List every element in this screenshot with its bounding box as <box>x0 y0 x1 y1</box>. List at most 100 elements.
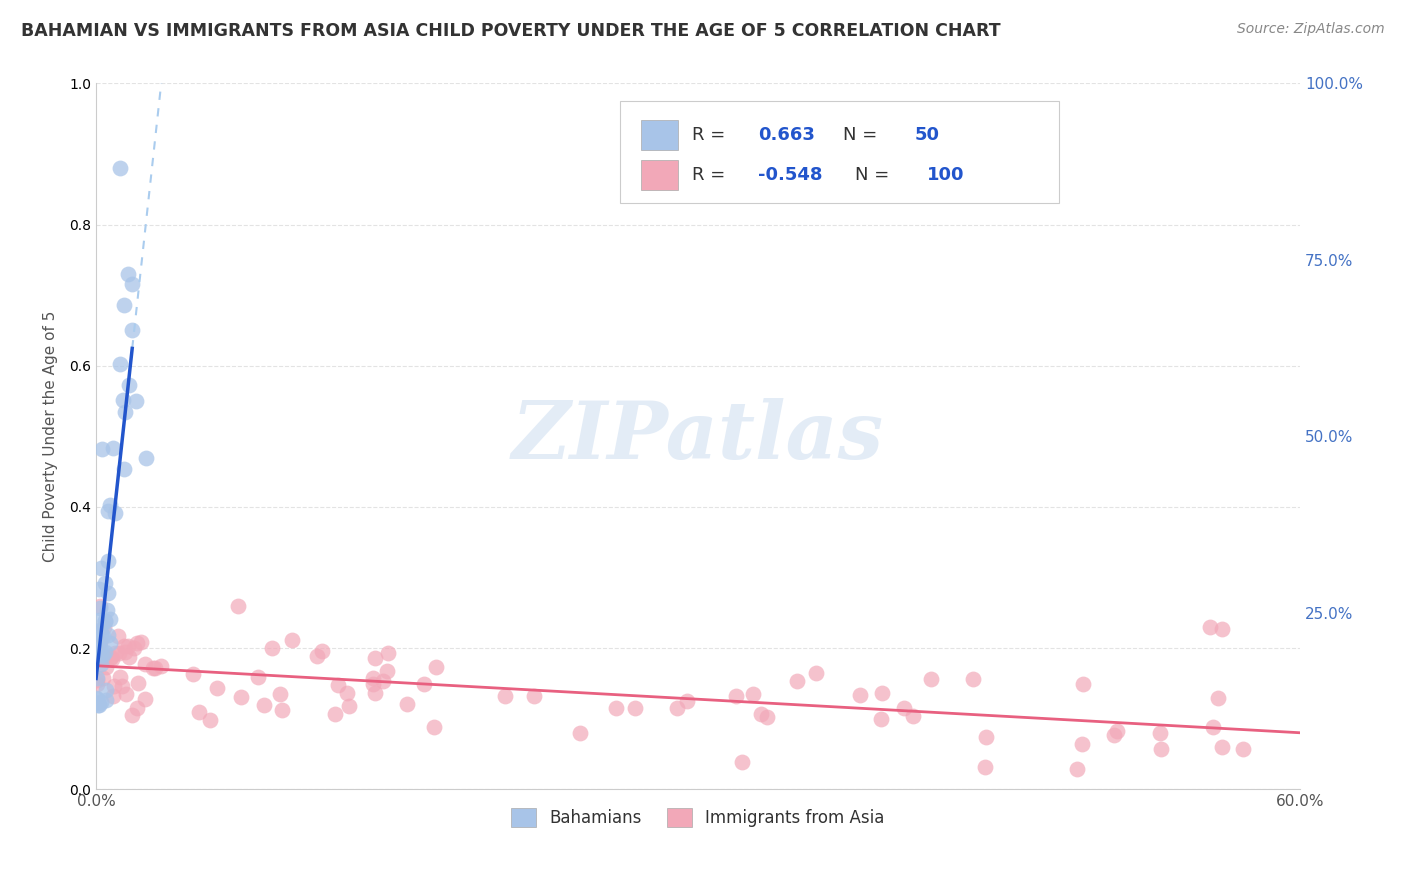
Point <box>373 673 395 688</box>
Point <box>111 392 134 407</box>
Point <box>86 671 108 685</box>
Point <box>125 700 148 714</box>
Point <box>98 651 121 665</box>
Point <box>103 441 125 455</box>
Point <box>377 646 399 660</box>
Point <box>143 660 166 674</box>
Point <box>87 613 110 627</box>
Point <box>962 672 984 686</box>
Point <box>89 600 111 615</box>
Point <box>86 677 108 691</box>
Point <box>231 690 253 705</box>
Point <box>112 461 135 475</box>
Point <box>396 697 419 711</box>
Point <box>893 700 915 714</box>
Point <box>1211 739 1233 754</box>
Point <box>98 611 121 625</box>
Point <box>135 450 157 465</box>
Point <box>253 698 276 712</box>
Point <box>901 708 924 723</box>
Point <box>522 689 544 703</box>
Point <box>90 695 112 709</box>
Point <box>804 665 827 680</box>
Point <box>270 703 292 717</box>
Text: 50: 50 <box>915 126 939 144</box>
Point <box>94 683 117 698</box>
Point <box>142 661 165 675</box>
Point <box>730 755 752 769</box>
Point <box>328 678 350 692</box>
Point <box>311 644 333 658</box>
Point <box>323 707 346 722</box>
Text: Source: ZipAtlas.com: Source: ZipAtlas.com <box>1237 22 1385 37</box>
Text: ZIPatlas: ZIPatlas <box>512 398 884 475</box>
Point <box>93 615 115 629</box>
Point <box>361 671 384 685</box>
Point <box>94 659 117 673</box>
Point <box>117 639 139 653</box>
Point <box>127 676 149 690</box>
Point <box>870 713 893 727</box>
Point <box>125 636 148 650</box>
Point <box>974 760 997 774</box>
Point <box>91 648 114 663</box>
Point <box>307 649 329 664</box>
Text: 0.663: 0.663 <box>758 126 815 144</box>
Point <box>974 730 997 744</box>
Point <box>107 647 129 661</box>
Point <box>118 377 141 392</box>
Point <box>104 507 127 521</box>
Point <box>666 700 689 714</box>
Point <box>134 691 156 706</box>
Point <box>423 720 446 734</box>
Point <box>90 657 112 672</box>
Point <box>111 679 134 693</box>
Point <box>86 639 108 653</box>
FancyBboxPatch shape <box>641 161 678 190</box>
Point <box>280 633 302 648</box>
Y-axis label: Child Poverty Under the Age of 5: Child Poverty Under the Age of 5 <box>44 310 58 562</box>
Point <box>676 694 699 708</box>
Point <box>262 640 284 655</box>
Point <box>121 707 143 722</box>
Point <box>93 620 115 634</box>
Point <box>91 629 114 643</box>
Point <box>114 687 136 701</box>
Point <box>786 674 808 689</box>
Point <box>91 652 114 666</box>
Point <box>494 689 516 703</box>
Point <box>117 267 139 281</box>
Point <box>1102 727 1125 741</box>
Point <box>413 677 436 691</box>
FancyBboxPatch shape <box>620 101 1059 203</box>
Point <box>1202 720 1225 734</box>
Point <box>98 498 121 512</box>
Point <box>122 640 145 655</box>
Point <box>97 504 120 518</box>
Point <box>94 575 117 590</box>
Point <box>93 614 115 628</box>
Point <box>90 561 112 575</box>
Point <box>89 634 111 648</box>
Point <box>89 623 111 637</box>
Point <box>98 636 121 650</box>
Point <box>121 323 143 337</box>
Text: R =: R = <box>692 126 731 144</box>
Point <box>101 651 124 665</box>
Point <box>605 700 627 714</box>
Text: R =: R = <box>692 166 731 184</box>
Point <box>108 161 131 175</box>
Point <box>375 664 398 678</box>
Point <box>97 554 120 568</box>
Point <box>90 626 112 640</box>
Point <box>93 649 115 664</box>
Point <box>1149 725 1171 739</box>
Point <box>134 657 156 671</box>
Point <box>1105 723 1128 738</box>
Point <box>91 442 114 456</box>
Point <box>870 686 893 700</box>
Point <box>108 670 131 684</box>
Point <box>226 599 249 613</box>
Point <box>89 641 111 656</box>
Point <box>1198 620 1220 634</box>
